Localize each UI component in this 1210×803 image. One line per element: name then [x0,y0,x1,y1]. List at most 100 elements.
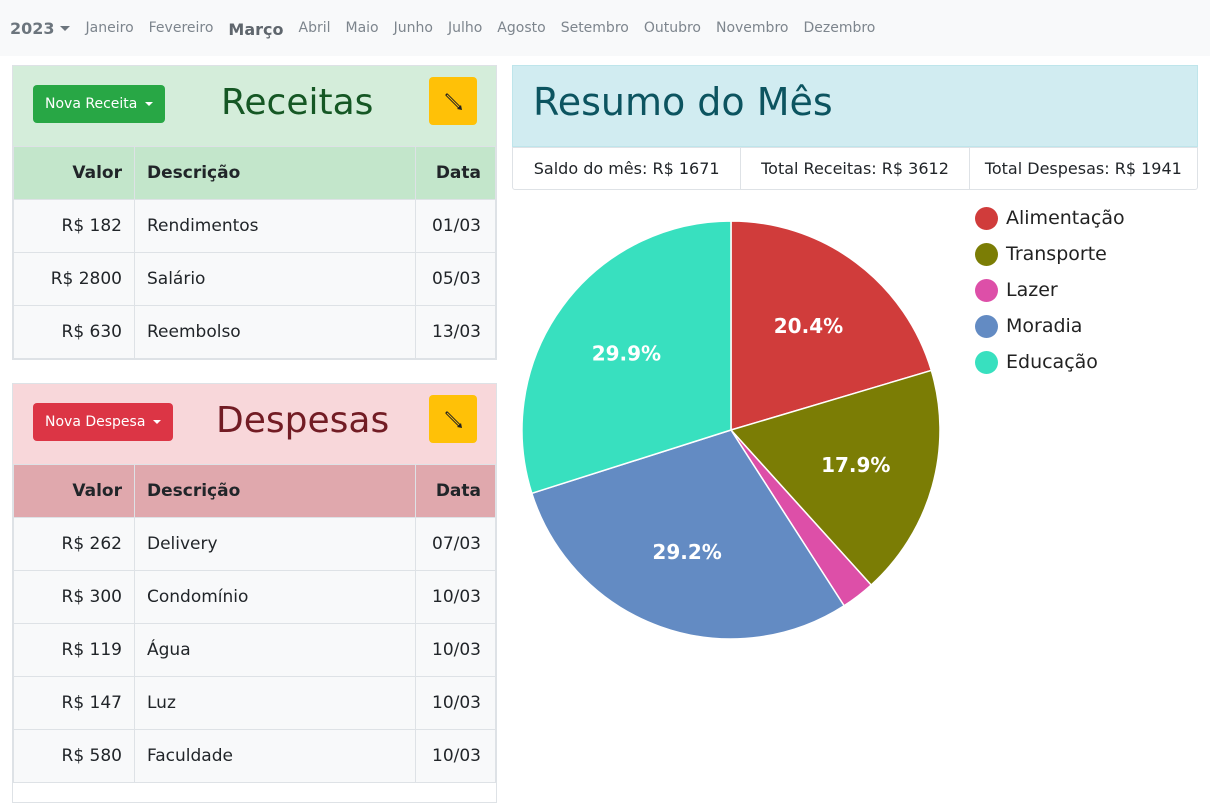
pie-slice-transporte[interactable] [729,369,941,587]
table-row[interactable]: R$ 630 Reembolso 13/03 [13,305,496,359]
legend-label: Lazer [1006,279,1058,301]
legend-swatch [975,350,998,374]
legend-swatch [975,206,998,230]
pie-slice-moradia[interactable] [530,429,846,640]
month-link-julho[interactable]: Julho [447,20,483,36]
legend-label: Transporte [1006,243,1107,265]
cell-data: 07/03 [415,517,496,571]
edit-receitas-button[interactable] [429,77,477,125]
month-link-abril[interactable]: Abril [298,20,331,36]
table-row[interactable]: R$ 580 Faculdade 10/03 [13,729,496,783]
legend-label: Alimentação [1006,207,1125,229]
cell-descricao: Salário [134,252,416,306]
cell-valor: R$ 262 [13,517,135,571]
caret-down-icon [153,420,162,424]
column-header-descricao: Descrição [134,464,416,518]
month-link-agosto[interactable]: Agosto [497,20,546,36]
month-link-dezembro[interactable]: Dezembro [803,20,876,36]
cell-descricao: Reembolso [134,305,416,359]
table-row[interactable]: R$ 300 Condomínio 10/03 [13,570,496,624]
column-header-data: Data [415,464,496,518]
pencil-icon [445,93,462,110]
pie-data-label: 29.9% [592,342,661,366]
caret-down-icon [145,102,154,106]
month-link-janeiro[interactable]: Janeiro [85,20,134,36]
legend-label: Educação [1006,351,1098,373]
legend-swatch [975,278,998,302]
cell-descricao: Delivery [134,517,416,571]
year-dropdown[interactable]: 2023 [10,19,70,38]
nova-despesa-button[interactable]: Nova Despesa [33,403,174,441]
receitas-header: Nova Receita Receitas [13,66,496,146]
cell-data: 10/03 [415,570,496,624]
nova-despesa-label: Nova Despesa [45,414,146,430]
cell-data: 10/03 [415,676,496,730]
table-row[interactable]: R$ 147 Luz 10/03 [13,676,496,730]
month-link-setembro[interactable]: Setembro [560,20,629,36]
column-header-valor: Valor [13,146,135,200]
month-link-fevereiro[interactable]: Fevereiro [148,20,214,36]
nova-receita-button[interactable]: Nova Receita [33,85,166,123]
receitas-title: Receitas [221,82,374,123]
pie-data-label: 17.9% [821,453,890,477]
cell-data: 10/03 [415,623,496,677]
cell-data: 10/03 [415,729,496,783]
legend-item-educação[interactable]: Educação [975,344,1125,380]
month-link-novembro[interactable]: Novembro [715,20,789,36]
cell-valor: R$ 630 [13,305,135,359]
table-row[interactable]: R$ 182 Rendimentos 01/03 [13,199,496,253]
legend-item-alimentação[interactable]: Alimentação [975,200,1125,236]
despesas-title: Despesas [216,400,390,441]
legend-item-moradia[interactable]: Moradia [975,308,1125,344]
month-link-marco[interactable]: Março [228,20,284,39]
saldo-mes: Saldo do mês: R$ 1671 [513,148,742,189]
month-navbar: 2023 Janeiro Fevereiro Março Abril Maio … [0,0,1210,56]
chart-legend: Alimentação Transporte Lazer Moradia Educaçã… [975,200,1125,380]
cell-data: 05/03 [415,252,496,306]
pie-data-label: 29.2% [652,540,721,564]
cell-descricao: Rendimentos [134,199,416,253]
receitas-table: Valor Descrição Data R$ 182 Rendimentos … [13,146,496,359]
column-header-data: Data [415,146,496,200]
pie-slice-alimentação[interactable] [730,220,933,432]
legend-swatch [975,242,998,266]
pie-data-label: 20.4% [774,314,843,338]
table-row[interactable]: R$ 119 Água 10/03 [13,623,496,677]
cell-descricao: Condomínio [134,570,416,624]
resumo-stats: Saldo do mês: R$ 1671 Total Receitas: R$… [512,147,1198,190]
receitas-card: Nova Receita Receitas Valor Descrição Da… [12,65,497,360]
month-link-outubro[interactable]: Outubro [643,20,701,36]
year-label: 2023 [10,18,55,38]
cell-valor: R$ 580 [13,729,135,783]
column-header-descricao: Descrição [134,146,416,200]
resumo-title: Resumo do Mês [533,80,833,124]
month-link-junho[interactable]: Junho [393,20,433,36]
cell-valor: R$ 147 [13,676,135,730]
cell-data: 13/03 [415,305,496,359]
table-row[interactable]: R$ 2800 Salário 05/03 [13,252,496,306]
pie-slice-educação[interactable] [521,220,732,495]
nova-receita-label: Nova Receita [45,96,138,112]
cell-data: 01/03 [415,199,496,253]
legend-swatch [975,314,998,338]
resumo-header: Resumo do Mês [512,65,1198,147]
column-header-valor: Valor [13,464,135,518]
despesas-card: Nova Despesa Despesas Valor Descrição Da… [12,383,497,803]
legend-item-transporte[interactable]: Transporte [975,236,1125,272]
cell-valor: R$ 119 [13,623,135,677]
cell-descricao: Luz [134,676,416,730]
caret-down-icon [59,25,70,31]
month-link-maio[interactable]: Maio [345,20,379,36]
total-receitas: Total Receitas: R$ 3612 [741,148,970,189]
pencil-icon [445,411,462,428]
despesas-header: Nova Despesa Despesas [13,384,496,464]
table-row[interactable]: R$ 262 Delivery 07/03 [13,517,496,571]
cell-valor: R$ 182 [13,199,135,253]
edit-despesas-button[interactable] [429,395,477,443]
cell-valor: R$ 2800 [13,252,135,306]
total-despesas: Total Despesas: R$ 1941 [984,159,1182,178]
legend-item-lazer[interactable]: Lazer [975,272,1125,308]
cell-valor: R$ 300 [13,570,135,624]
cell-descricao: Faculdade [134,729,416,783]
cell-descricao: Água [134,623,416,677]
